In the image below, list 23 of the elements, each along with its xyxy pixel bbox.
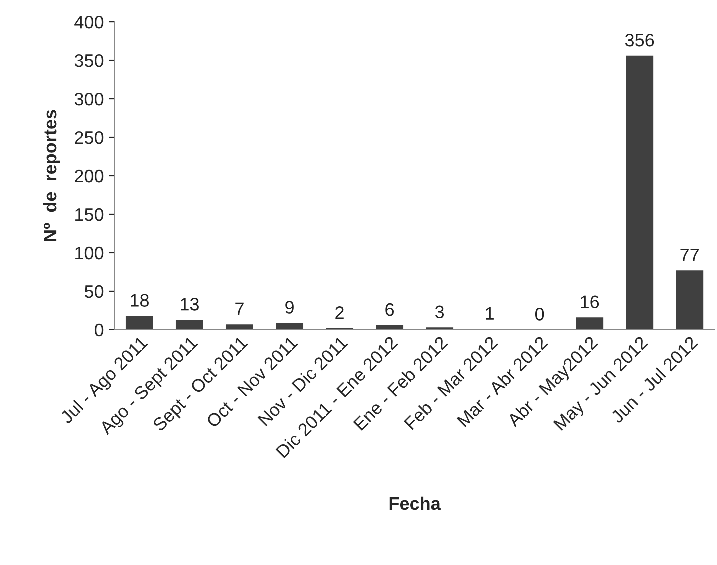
y-tick-label: 200	[75, 170, 104, 183]
y-tick-label: 50	[84, 285, 104, 298]
y-tick-label: 0	[94, 324, 104, 337]
data-label: 6	[386, 303, 394, 316]
data-label: 7	[236, 302, 244, 316]
data-label: 77	[680, 248, 699, 262]
y-tick-label: 400	[74, 16, 104, 29]
data-label: 9	[286, 301, 294, 314]
data-label: 18	[131, 294, 149, 307]
data-label: 16	[581, 296, 600, 309]
data-label: 2	[336, 306, 344, 320]
data-label: 1	[486, 307, 494, 320]
y-tick-label: 350	[74, 54, 104, 68]
y-tick-label: 300	[74, 92, 104, 106]
x-axis-title: Fecha	[390, 496, 441, 510]
data-label: 356	[625, 34, 654, 47]
y-tick-label: 250	[75, 131, 104, 144]
data-label: 0	[535, 308, 544, 321]
y-tick-label: 100	[76, 246, 104, 260]
y-tick-label: 150	[76, 208, 104, 222]
data-label: 13	[181, 298, 199, 311]
y-axis-title: Nº de reportes	[43, 110, 60, 242]
data-label: 3	[435, 306, 444, 319]
